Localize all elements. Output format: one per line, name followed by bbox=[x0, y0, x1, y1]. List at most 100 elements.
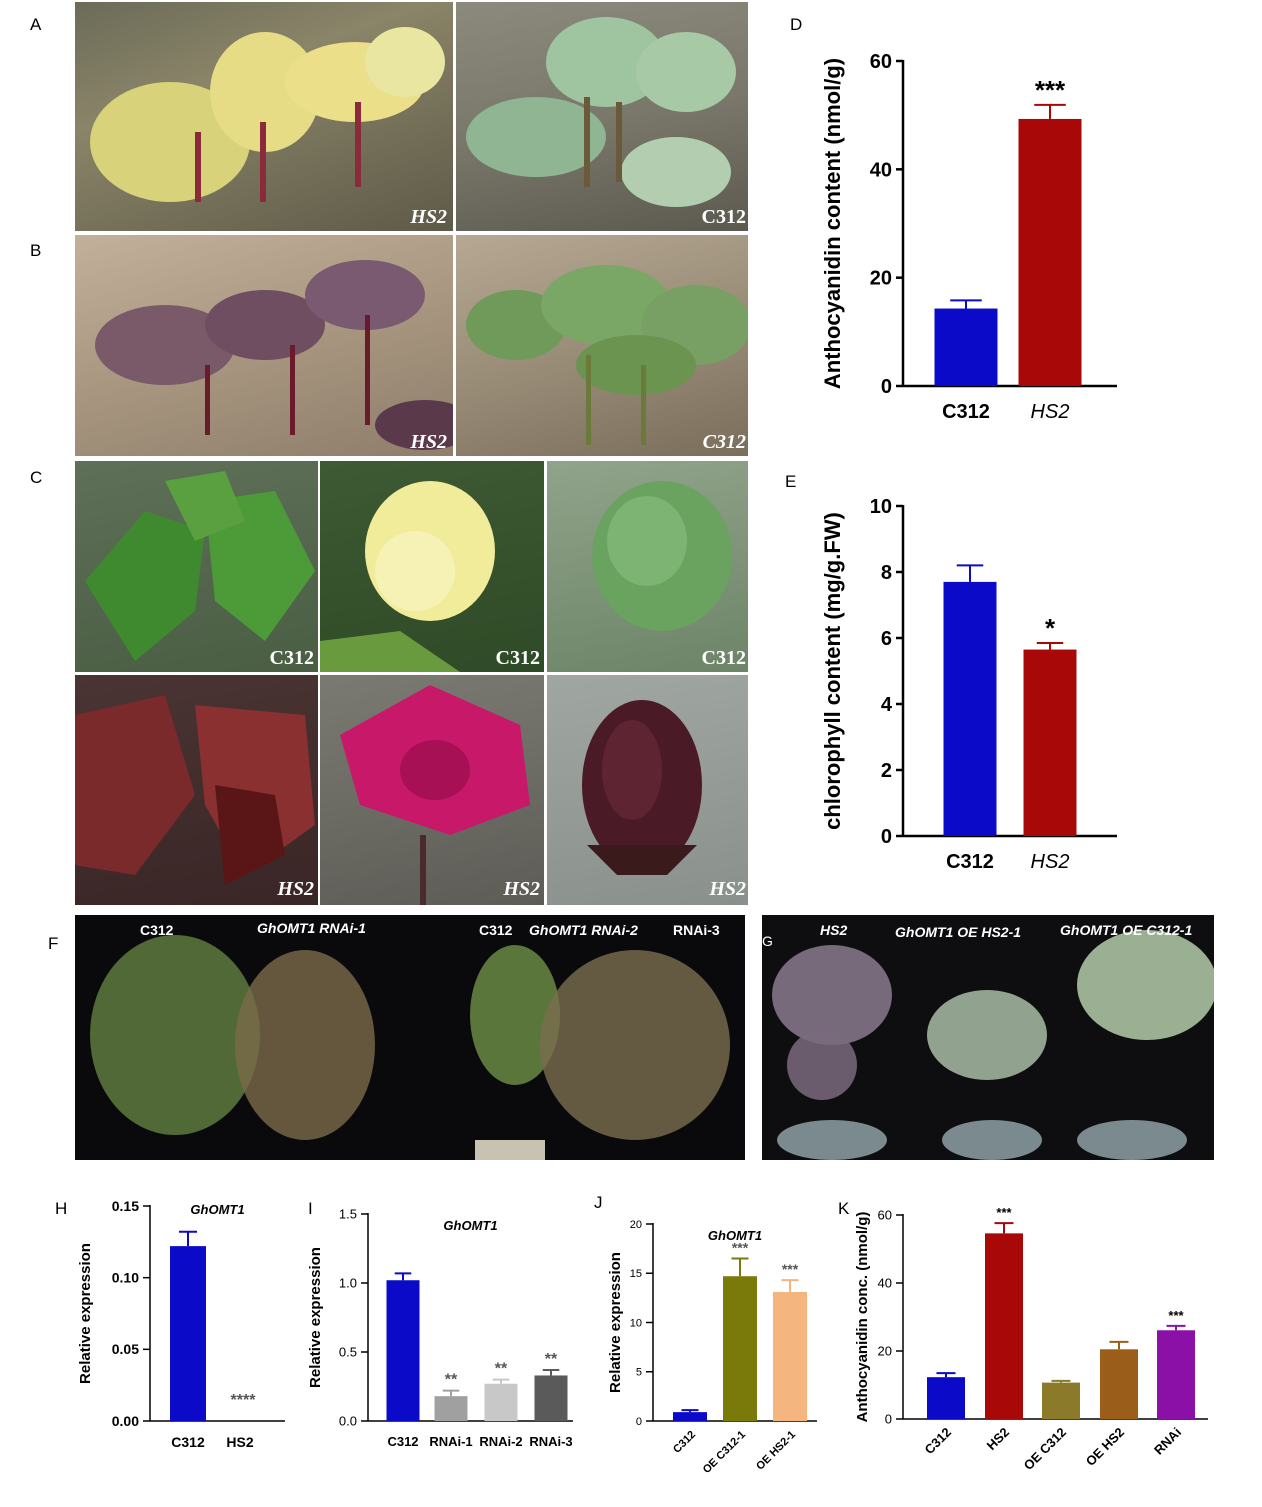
photo-c-hs2-leaf-drawing bbox=[75, 695, 315, 885]
chart-k-category-label-3: OE HS2 bbox=[1083, 1425, 1127, 1469]
photo-a-hs2-seedlings: HS2 bbox=[75, 2, 453, 231]
photo-f-label-rnai-1: GhOMT1 RNAi-1 bbox=[257, 920, 366, 936]
chart-j-ytick-label-4: 20 bbox=[630, 1219, 642, 1231]
photo-c-hs2-flower: HS2 bbox=[320, 675, 544, 905]
photo-c-hs2-leaf: HS2 bbox=[75, 675, 318, 905]
photo-b-hs2-seedlings: HS2 bbox=[75, 235, 453, 456]
chart-j-category-label-1: OE C312-1 bbox=[701, 1429, 748, 1476]
chart-j-bar-0 bbox=[673, 1412, 707, 1421]
chart-h-ytick-label-3: 0.15 bbox=[112, 1198, 139, 1214]
chart-d-ytick-label-1: 20 bbox=[870, 268, 892, 290]
chart-k-bar-0 bbox=[927, 1377, 965, 1419]
photo-b-left-caption: HS2 bbox=[410, 431, 447, 453]
chart-h-ytick-label-0: 0.00 bbox=[112, 1413, 139, 1429]
chart-j-significance-2: *** bbox=[782, 1261, 799, 1277]
chart-k-bar-2 bbox=[1042, 1382, 1080, 1419]
chart-d-bar-0 bbox=[934, 308, 998, 386]
chart-e-bar-0 bbox=[943, 581, 997, 836]
chart-i-bar-1 bbox=[434, 1396, 468, 1421]
photo-c-c312-leaf: C312 bbox=[75, 461, 318, 672]
photo-f-label-c312-2: C312 bbox=[479, 922, 513, 938]
panel-label-k: K bbox=[838, 1199, 850, 1218]
photo-a-left-caption: HS2 bbox=[410, 206, 447, 228]
chart-i-category-label-3: RNAi-3 bbox=[529, 1434, 572, 1449]
photo-a-c312-drawing bbox=[466, 17, 736, 207]
chart-d-ytick-label-2: 40 bbox=[870, 159, 892, 181]
photo-g-drawing bbox=[772, 930, 1214, 1160]
chart-j-bar-1 bbox=[723, 1276, 757, 1421]
chart-e-ytick-label-3: 6 bbox=[881, 628, 892, 650]
photo-a-c312-seedlings: C312 bbox=[456, 2, 748, 231]
panel-label-c: C bbox=[30, 468, 43, 487]
photo-c-bottom-caption-2: HS2 bbox=[503, 878, 540, 900]
chart-h-ytick-label-1: 0.05 bbox=[112, 1341, 139, 1357]
chart-h-ylabel: Relative expression bbox=[77, 1243, 94, 1384]
chart-d-category-label-1: HS2 bbox=[1031, 401, 1070, 423]
chart-k-bar-1 bbox=[985, 1233, 1023, 1419]
chart-h-bar-0 bbox=[170, 1246, 206, 1421]
chart-i-category-label-0: C312 bbox=[387, 1434, 418, 1449]
photo-c-hs2-flower-drawing bbox=[340, 685, 530, 905]
chart-e-bar-1 bbox=[1023, 649, 1077, 836]
panel-label-f: F bbox=[48, 934, 59, 953]
photo-f-label-rnai-2: GhOMT1 RNAi-2 bbox=[529, 922, 638, 938]
chart-h-category-label-0: C312 bbox=[171, 1434, 205, 1450]
chart-j-ytick-label-0: 0 bbox=[636, 1416, 642, 1428]
chart-j-category-label-2: OE HS2-1 bbox=[754, 1429, 798, 1473]
photo-f-drawing bbox=[90, 935, 730, 1160]
photo-c-c312-flower: C312 bbox=[320, 461, 544, 672]
chart-e-ytick-label-2: 4 bbox=[881, 694, 893, 716]
photo-g-label-hs2: HS2 bbox=[820, 922, 848, 938]
chart-k-bar-3 bbox=[1100, 1349, 1138, 1419]
chart-e-category-label-1: HS2 bbox=[1031, 851, 1070, 873]
panel-label-b: B bbox=[30, 241, 42, 260]
chart-i-bar-2 bbox=[484, 1383, 518, 1421]
photo-f-label-c312-1: C312 bbox=[140, 922, 174, 938]
chart-d-category-label-0: C312 bbox=[942, 401, 990, 423]
chart-h-category-label-1: HS2 bbox=[226, 1434, 253, 1450]
chart-j-ytick-label-3: 15 bbox=[630, 1268, 642, 1280]
chart-k-category-label-4: RNAi bbox=[1151, 1425, 1184, 1458]
photo-a-hs2-drawing bbox=[90, 27, 445, 202]
chart-e-category-label-0: C312 bbox=[946, 851, 994, 873]
panel-label-g: G bbox=[762, 933, 773, 949]
chart-i-title: GhOMT1 bbox=[443, 1218, 497, 1233]
chart-i-ytick-label-3: 1.5 bbox=[339, 1207, 357, 1222]
photo-f-rnai-plants: C312 GhOMT1 RNAi-1 C312 GhOMT1 RNAi-2 RN… bbox=[75, 915, 745, 1160]
chart-d-significance-1: *** bbox=[1035, 75, 1066, 105]
chart-i-significance-1: ** bbox=[445, 1372, 458, 1389]
chart-i-ytick-label-2: 1.0 bbox=[339, 1276, 357, 1291]
chart-j-category-label-0: C312 bbox=[671, 1429, 698, 1456]
chart-e-significance-1: * bbox=[1045, 613, 1056, 643]
chart-e-ylabel: chlorophyll content (mg/g.FW) bbox=[820, 512, 845, 830]
photo-c-bottom-caption-3: HS2 bbox=[709, 878, 746, 900]
chart-i-bar-3 bbox=[534, 1375, 568, 1421]
panel-label-d: D bbox=[790, 15, 803, 34]
chart-k-ytick-label-1: 20 bbox=[878, 1344, 892, 1359]
chart-d-ytick-label-0: 0 bbox=[881, 376, 892, 398]
panel-label-e: E bbox=[785, 472, 797, 491]
chart-e-ytick-label-5: 10 bbox=[870, 496, 892, 518]
chart-k-significance-1: *** bbox=[996, 1205, 1012, 1220]
photo-f-label-rnai-3: RNAi-3 bbox=[673, 922, 720, 938]
photo-c-top-caption-3: C312 bbox=[701, 647, 746, 669]
photo-b-right-caption: C312 bbox=[702, 431, 746, 453]
chart-h-ytick-label-2: 0.10 bbox=[112, 1270, 139, 1286]
photo-c-c312-flower-drawing bbox=[320, 481, 495, 672]
chart-k-bar-4 bbox=[1157, 1330, 1195, 1419]
photo-a-right-caption: C312 bbox=[701, 206, 746, 228]
chart-j-title: GhOMT1 bbox=[708, 1228, 762, 1243]
chart-i-ylabel: Relative expression bbox=[307, 1247, 324, 1388]
photo-g-label-oe-hs2: GhOMT1 OE HS2-1 bbox=[895, 924, 1022, 940]
chart-k-ylabel: Anthocyanidin conc. (nmol/g) bbox=[854, 1212, 871, 1423]
chart-e-ytick-label-0: 0 bbox=[881, 826, 892, 848]
photo-b-hs2-drawing bbox=[95, 260, 453, 450]
panel-label-j: J bbox=[594, 1193, 603, 1212]
chart-j-ytick-label-2: 10 bbox=[630, 1317, 642, 1329]
photo-g-oe-plants: G HS2 GhOMT1 OE HS2-1 GhOMT1 OE C312-1 bbox=[762, 915, 1214, 1160]
photo-c-top-caption-1: C312 bbox=[269, 647, 314, 669]
chart-i-significance-2: ** bbox=[495, 1361, 508, 1378]
chart-i-ytick-label-1: 0.5 bbox=[339, 1345, 357, 1360]
chart-h-title: GhOMT1 bbox=[190, 1202, 244, 1217]
panel-label-i: I bbox=[308, 1199, 313, 1218]
